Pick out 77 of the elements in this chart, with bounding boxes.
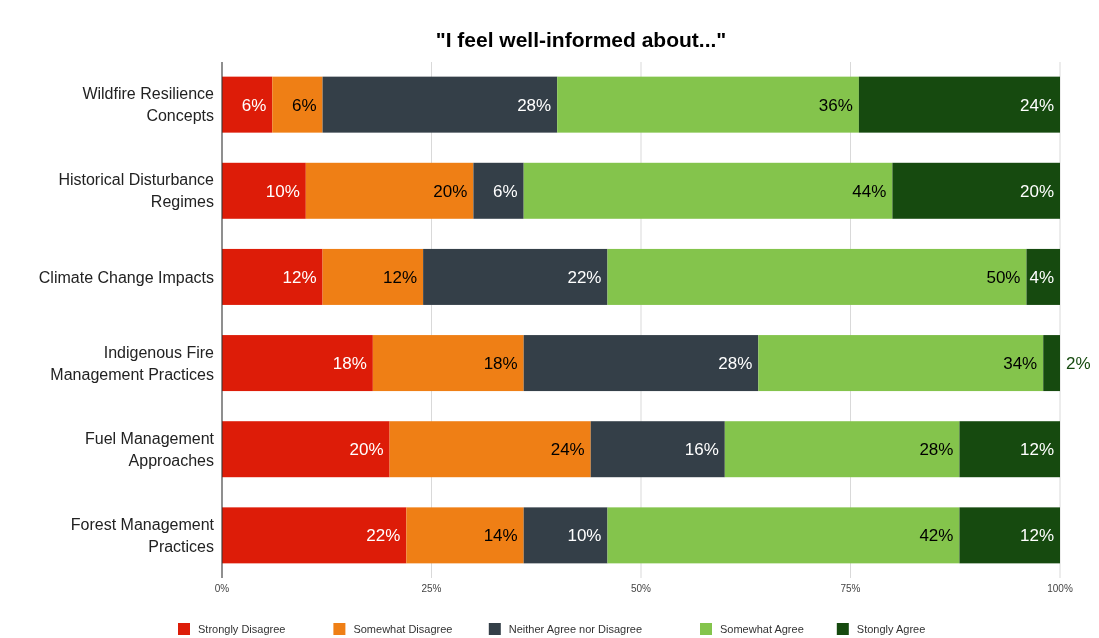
data-label: 44% (852, 181, 887, 201)
legend-label: Somewhat Agree (720, 622, 804, 635)
y-tick-label: Indigenous Fire Management Practices (50, 343, 215, 383)
y-tick-label: Climate Change Impacts (38, 268, 214, 286)
data-label: 10% (265, 181, 300, 201)
data-label: 50% (986, 267, 1021, 287)
bar (607, 507, 960, 564)
x-tick-label: 100% (1047, 583, 1073, 594)
bar (607, 248, 1027, 305)
bar (724, 421, 960, 478)
data-label: 6% (493, 181, 518, 201)
data-label: 12% (1019, 526, 1054, 546)
x-tick-label: 0% (214, 583, 230, 594)
y-tick-label: Historical Disturbance Regimes (58, 171, 215, 211)
data-label: 6% (291, 95, 317, 115)
data-label: 22% (366, 526, 401, 546)
bar (305, 162, 474, 219)
data-label: 24% (1019, 95, 1054, 115)
data-label: 20% (1019, 181, 1054, 201)
bar (557, 76, 859, 133)
bar (372, 335, 524, 392)
data-label: 12% (1019, 440, 1054, 460)
data-label: 12% (383, 267, 418, 287)
bar (322, 76, 558, 133)
legend-label: Stongly Agree (856, 622, 926, 635)
bar (222, 248, 323, 305)
legend-label: Somewhat Disagree (353, 622, 453, 635)
y-tick-label: Wildfire Resilience Concepts (82, 85, 215, 125)
bar (959, 507, 1060, 564)
bar (473, 162, 524, 219)
bar (222, 507, 407, 564)
x-tick-label: 25% (421, 583, 442, 594)
bar (959, 421, 1060, 478)
bar (222, 421, 390, 478)
bar (523, 162, 893, 219)
bar (322, 248, 424, 305)
data-label: 2% (1066, 354, 1091, 374)
data-label: 28% (517, 95, 552, 115)
y-tick-label: Forest Management Practices (70, 515, 215, 555)
data-label: 6% (241, 95, 267, 115)
bar (590, 421, 725, 478)
y-tick-label: Fuel Management Approaches (85, 429, 215, 469)
x-tick-label: 50% (630, 583, 652, 594)
bar (423, 248, 608, 305)
bar (523, 335, 759, 392)
bar (222, 162, 306, 219)
bar (858, 76, 1060, 133)
data-label: 18% (483, 354, 518, 374)
data-label: 22% (567, 267, 602, 287)
data-label: 36% (818, 95, 853, 115)
data-label: 14% (483, 526, 518, 546)
bar (758, 335, 1044, 392)
data-label: 18% (332, 354, 367, 374)
data-label: 20% (433, 181, 468, 201)
bar (272, 76, 323, 133)
data-label: 34% (1003, 354, 1038, 374)
chart-title: "I feel well-informed about..." (435, 28, 727, 51)
legend-label: Strongly Disagree (198, 622, 286, 635)
bar (523, 507, 608, 564)
data-label: 16% (684, 440, 719, 460)
bar (892, 162, 1060, 219)
data-label: 4% (1029, 267, 1054, 287)
bar (389, 421, 591, 478)
bar (1043, 335, 1060, 392)
data-label: 42% (919, 526, 954, 546)
data-label: 28% (718, 354, 753, 374)
bar (222, 76, 273, 133)
data-label: 12% (282, 267, 317, 287)
bar (222, 335, 373, 392)
data-label: 10% (567, 526, 602, 546)
legend-label: Neither Agree nor Disagree (508, 622, 643, 635)
x-tick-label: 75% (840, 583, 861, 594)
bar (406, 507, 524, 564)
data-label: 24% (550, 440, 585, 460)
data-label: 20% (349, 440, 384, 460)
bar (1026, 248, 1060, 305)
data-label: 28% (919, 440, 954, 460)
